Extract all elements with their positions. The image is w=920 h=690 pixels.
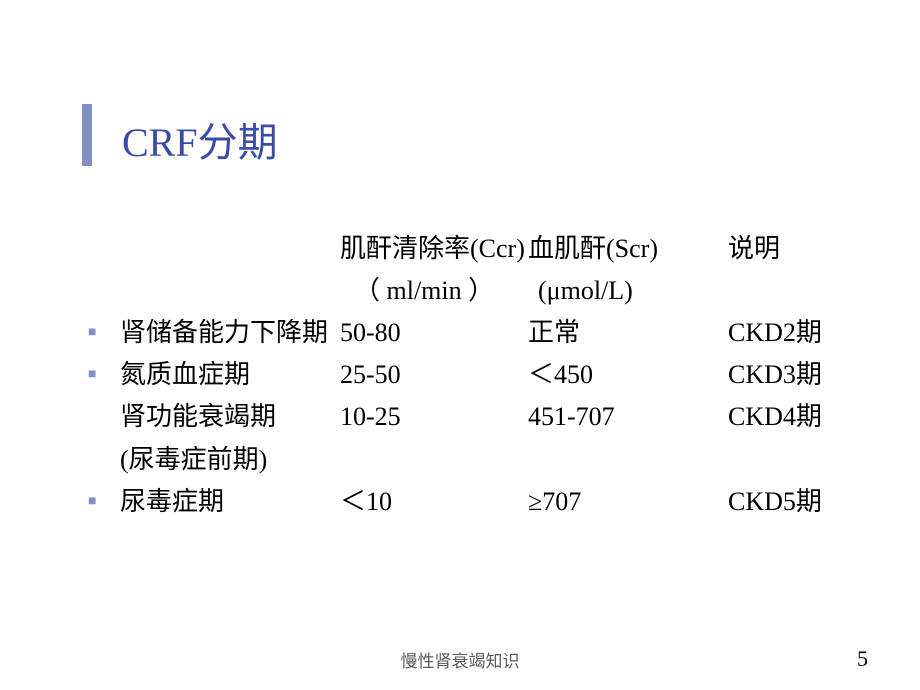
bullet-spacer xyxy=(88,396,120,406)
table-row: (尿毒症前期) xyxy=(88,439,868,481)
ckd-stage: CKD3期 xyxy=(728,354,868,396)
bullet-icon: ■ xyxy=(88,481,120,514)
table-row: 肾功能衰竭期 10-25 451-707 CKD4期 xyxy=(88,396,868,438)
footer-text: 慢性肾衰竭知识 xyxy=(0,647,920,672)
header-ccr-unit: （ ml/min ） xyxy=(340,270,528,312)
ckd-stage: CKD2期 xyxy=(728,312,868,354)
header-ccr: 肌酐清除率(Ccr) xyxy=(340,228,528,270)
page-number: 5 xyxy=(857,646,868,672)
ckd-stage: CKD4期 xyxy=(728,396,868,438)
scr-value: 451-707 xyxy=(528,396,728,438)
header-row-1: 肌酐清除率(Ccr) 血肌酐(Scr) 说明 xyxy=(88,228,868,270)
ccr-value: 50-80 xyxy=(340,312,528,354)
title-accent-bar xyxy=(82,104,92,166)
stage-name: 尿毒症期 xyxy=(120,481,340,523)
table-row: ■ 肾储备能力下降期 50-80 正常 CKD2期 xyxy=(88,312,868,354)
header-desc: 说明 xyxy=(728,228,868,270)
stage-name: 肾储备能力下降期 xyxy=(120,312,340,354)
stage-subnote: (尿毒症前期) xyxy=(120,439,340,481)
scr-value: ≥707 xyxy=(528,481,728,523)
table-row: ■ 尿毒症期 ＜10 ≥707 CKD5期 xyxy=(88,481,868,523)
scr-value: ＜450 xyxy=(528,354,728,396)
bullet-spacer xyxy=(88,439,120,449)
bullet-spacer xyxy=(88,270,120,280)
header-scr: 血肌酐(Scr) xyxy=(528,228,728,270)
ccr-value: ＜10 xyxy=(340,481,528,523)
ccr-value: 10-25 xyxy=(340,396,528,438)
ckd-stage: CKD5期 xyxy=(728,481,868,523)
bullet-icon: ■ xyxy=(88,312,120,345)
bullet-icon: ■ xyxy=(88,354,120,387)
stage-name: 肾功能衰竭期 xyxy=(120,396,340,438)
stage-name: 氮质血症期 xyxy=(120,354,340,396)
content-table: 肌酐清除率(Ccr) 血肌酐(Scr) 说明 （ ml/min ） (μmol/… xyxy=(88,228,868,523)
header-scr-unit: (μmol/L) xyxy=(528,270,728,312)
scr-value: 正常 xyxy=(528,312,728,354)
slide-title: CRF分期 xyxy=(122,110,278,168)
bullet-spacer xyxy=(88,228,120,238)
table-row: ■ 氮质血症期 25-50 ＜450 CKD3期 xyxy=(88,354,868,396)
header-row-2: （ ml/min ） (μmol/L) xyxy=(88,270,868,312)
ccr-value: 25-50 xyxy=(340,354,528,396)
